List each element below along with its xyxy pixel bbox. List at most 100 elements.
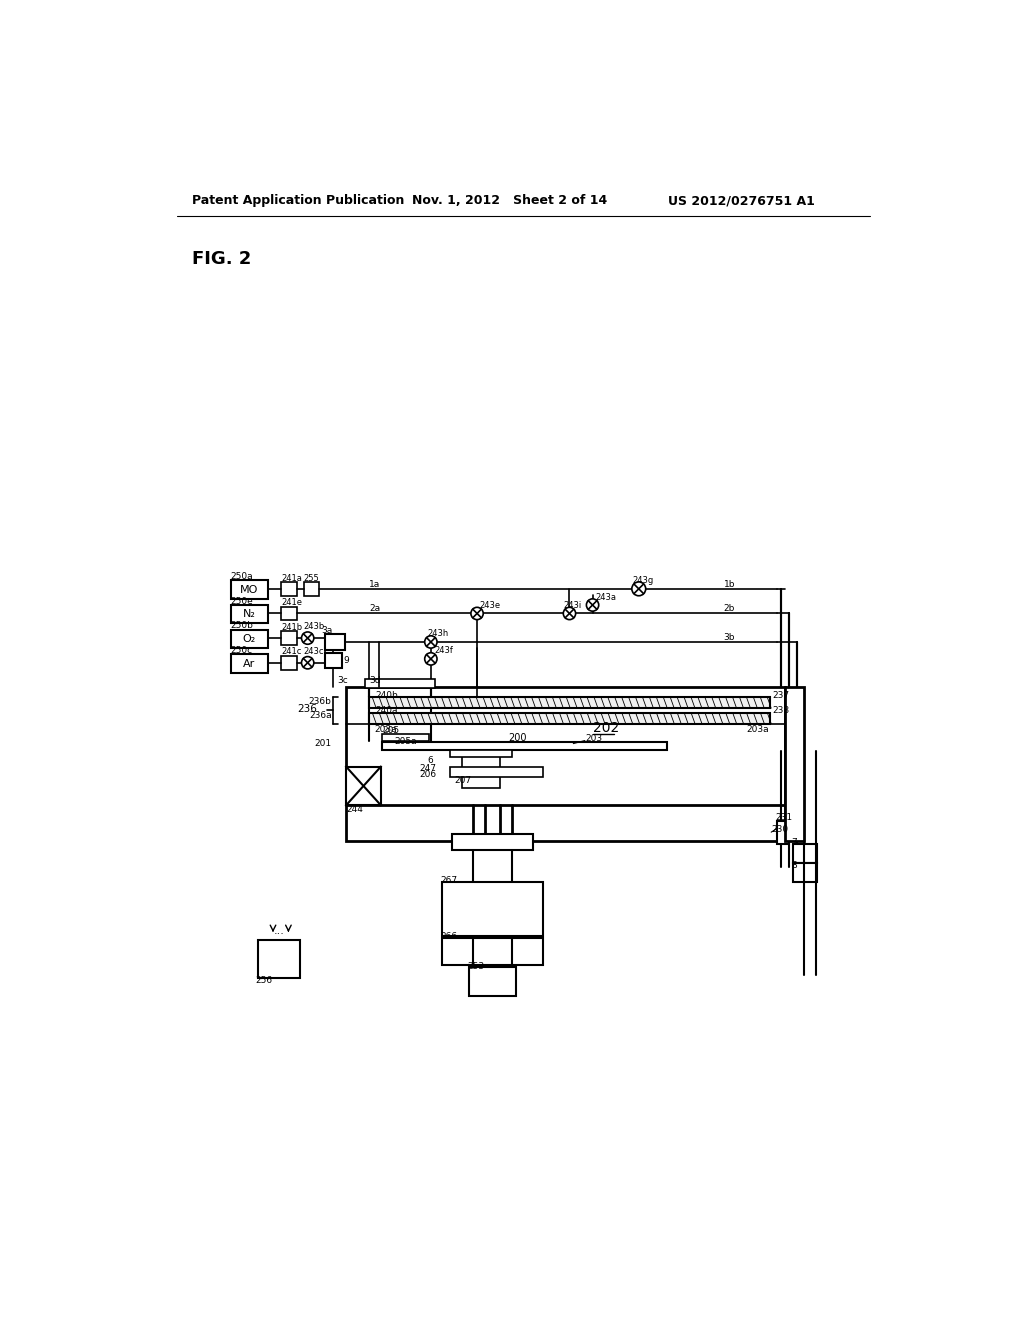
Text: ...: ... [273,925,285,936]
Circle shape [301,656,313,669]
Bar [230,630,267,648]
Text: 244: 244 [346,805,364,813]
Bar [442,937,543,965]
Text: 201: 201 [314,739,332,748]
Text: 255: 255 [304,574,319,582]
Text: 1b: 1b [724,579,735,589]
Bar [282,582,297,595]
Text: 8: 8 [792,861,797,870]
Text: 241a: 241a [282,574,302,582]
Text: 1a: 1a [370,579,381,589]
Text: FIG. 2: FIG. 2 [193,249,252,268]
Text: 243e: 243e [479,601,501,610]
Text: 256: 256 [255,977,272,985]
Bar [346,767,381,805]
Bar [370,697,770,708]
Text: 250e: 250e [230,597,253,606]
Text: 250a: 250a [230,572,253,581]
Bar [785,686,804,841]
Text: 200: 200 [508,733,526,743]
Bar [462,750,500,788]
Circle shape [587,599,599,611]
Text: 205: 205 [382,726,399,735]
Bar [451,767,543,777]
Bar [453,834,532,850]
Text: 267: 267 [440,876,458,886]
Text: 243i: 243i [563,601,582,610]
Text: 205a: 205a [394,737,418,746]
Bar [469,966,515,997]
Text: 236: 236 [297,704,316,714]
Text: 243f: 243f [435,645,454,655]
Bar [230,581,267,599]
Text: 240b: 240b [376,690,398,700]
Text: 238: 238 [773,706,790,715]
Text: 9: 9 [344,656,349,665]
Circle shape [563,607,575,619]
Text: 250c: 250c [230,645,253,655]
Bar [777,821,788,843]
Bar [282,607,297,620]
Text: 207: 207 [454,776,471,785]
Text: Nov. 1, 2012   Sheet 2 of 14: Nov. 1, 2012 Sheet 2 of 14 [412,194,607,207]
Bar [258,940,300,978]
Text: 241b: 241b [282,623,303,632]
Text: 266: 266 [440,932,458,941]
Circle shape [632,582,646,595]
Text: 203a: 203a [375,725,397,734]
Text: N₂: N₂ [243,610,256,619]
Text: 250b: 250b [230,622,254,630]
Text: 7: 7 [792,838,797,846]
Bar [451,750,512,758]
Bar [346,686,785,841]
Bar [230,655,267,673]
Circle shape [425,636,437,648]
Text: 206: 206 [419,770,436,779]
Text: 241e: 241e [282,598,302,607]
Bar [304,582,319,595]
Bar [282,656,297,669]
Text: 231: 231 [776,813,793,822]
Text: 240a: 240a [376,706,398,715]
Text: 3c: 3c [337,676,348,685]
Text: 2a: 2a [370,605,380,614]
Bar [370,713,770,723]
Text: 243g: 243g [633,576,654,585]
Text: 202: 202 [593,721,618,735]
Circle shape [471,607,483,619]
Text: 3b: 3b [724,632,735,642]
Bar [442,882,543,936]
Text: 237: 237 [773,690,790,700]
Bar [230,605,267,623]
Bar [793,863,817,882]
Text: US 2012/0276751 A1: US 2012/0276751 A1 [668,194,815,207]
Text: 6: 6 [427,756,433,766]
Text: 203: 203 [585,734,602,743]
Text: O₂: O₂ [243,634,256,644]
Text: Patent Application Publication: Patent Application Publication [193,194,404,207]
Bar [325,653,342,668]
Text: 243b: 243b [303,622,325,631]
Bar [382,742,668,750]
Text: 3d: 3d [370,676,381,685]
Text: 243h: 243h [427,630,449,638]
Text: 230: 230 [771,825,788,834]
Circle shape [425,653,437,665]
Text: 241c: 241c [282,648,302,656]
Bar [793,843,817,863]
Bar [382,734,429,742]
Text: 253: 253 [467,962,484,972]
Bar [282,631,297,645]
Bar [366,678,435,688]
Text: 2b: 2b [724,605,735,614]
Text: 243a: 243a [596,593,616,602]
Text: 247: 247 [419,764,436,772]
Text: 236b: 236b [308,697,332,706]
Text: 3a: 3a [322,626,333,635]
Text: Ar: Ar [243,659,255,668]
Text: 203a: 203a [746,725,769,734]
Circle shape [301,632,313,644]
Text: MO: MO [240,585,258,594]
Text: 236a: 236a [309,711,332,721]
Text: 243c: 243c [303,647,324,656]
